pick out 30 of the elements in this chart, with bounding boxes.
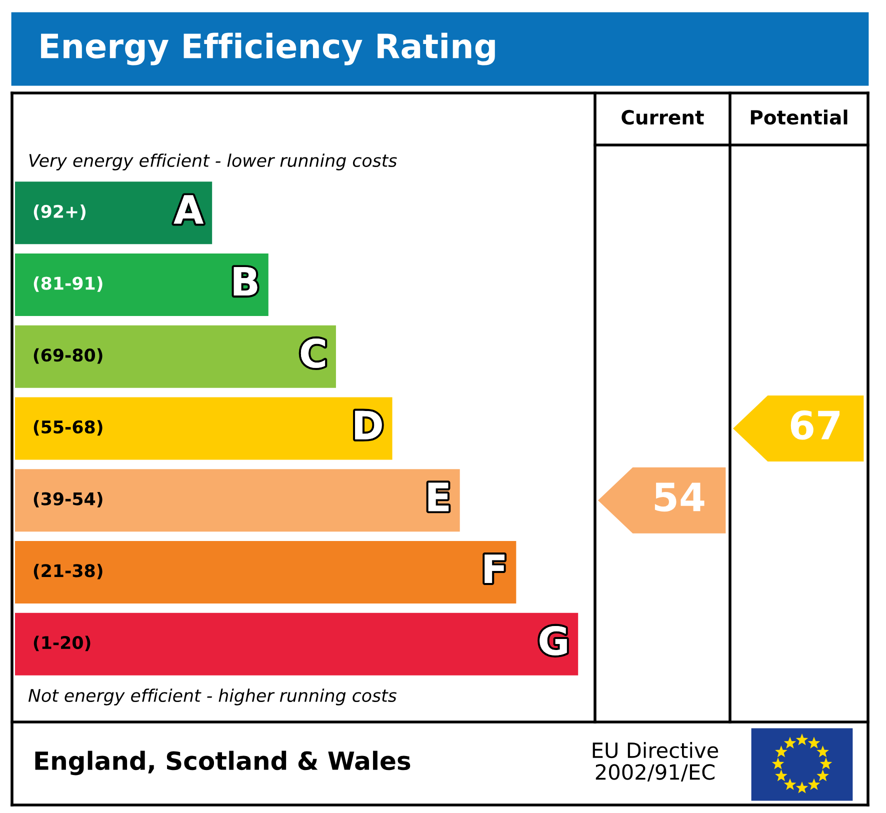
annotation: (92+) bbox=[34, 204, 86, 220]
text: England, Scotland & Wales bbox=[35, 750, 410, 776]
text: 67 bbox=[790, 410, 840, 440]
annotation: (81-91) bbox=[34, 276, 102, 292]
bar bbox=[15, 540, 516, 604]
bar bbox=[15, 325, 336, 388]
bar bbox=[15, 469, 460, 532]
text: Not energy efficient - higher running costs bbox=[28, 688, 397, 706]
y-tick-label: B bbox=[234, 267, 258, 296]
y-tick-label: C bbox=[300, 338, 326, 368]
annotation: (69-80) bbox=[34, 348, 102, 364]
text: Potential bbox=[750, 110, 848, 125]
text: 54 bbox=[654, 482, 704, 512]
annotation: (55-68) bbox=[34, 420, 102, 436]
text: Very energy efficient - lower running costs bbox=[29, 154, 397, 170]
annotation: (1-20) bbox=[34, 636, 90, 652]
bar bbox=[15, 612, 578, 676]
y-tick-label: E bbox=[428, 482, 449, 512]
y-tick-label: F bbox=[484, 554, 504, 583]
bar bbox=[15, 397, 392, 460]
y-tick-label: G bbox=[540, 626, 567, 656]
bar bbox=[15, 182, 212, 244]
text: EU Directive 2002/91/EC bbox=[592, 742, 718, 782]
bar bbox=[15, 254, 268, 316]
y-tick-label: A bbox=[174, 195, 204, 224]
chart-title: Energy Efficiency Rating bbox=[41, 32, 495, 66]
text: Current bbox=[622, 110, 704, 125]
y-tick-label: D bbox=[355, 410, 382, 440]
annotation: (39-54) bbox=[34, 492, 102, 508]
annotation: (21-38) bbox=[34, 564, 102, 580]
